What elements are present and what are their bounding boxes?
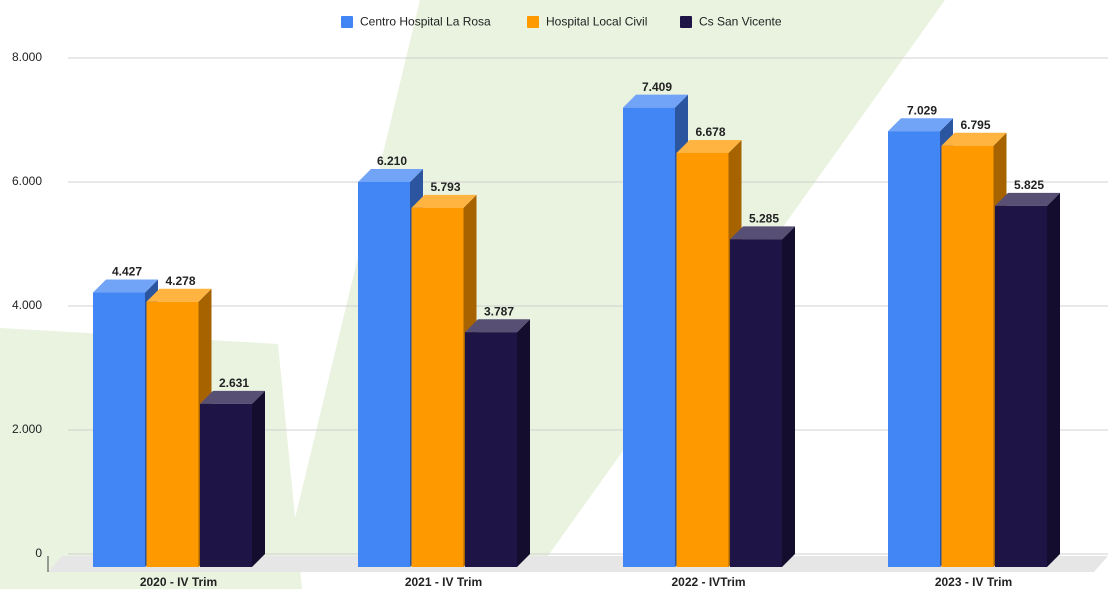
bar-top [465,319,530,333]
y-tick-label: 8.000 [12,50,42,64]
bar-top [888,118,953,132]
y-tick-label: 0 [35,546,42,560]
bar [676,152,729,568]
value-label: 5.285 [749,212,779,226]
bar-side [782,226,795,567]
x-tick-label: 2023 - IV Trim [935,575,1012,589]
legend-label: Hospital Local Civil [546,15,647,29]
x-tick-label: 2020 - IV Trim [140,575,217,589]
bar [411,207,464,568]
bar [623,107,675,567]
bar [93,292,145,567]
bar-top [995,192,1060,206]
y-tick-label: 4.000 [12,298,42,312]
floor [48,556,1108,572]
bar-top [146,288,212,302]
bar-top [941,132,1007,146]
value-label: 6.678 [695,125,725,139]
bar [358,181,410,568]
bar [888,131,940,567]
value-label: 6.210 [377,154,407,168]
y-tick-label: 6.000 [12,174,42,188]
value-label: 2.631 [219,376,249,390]
value-label: 5.793 [430,180,460,194]
legend-swatch [527,16,539,28]
bar-top [730,226,795,240]
value-label: 3.787 [484,304,514,318]
bar-top [411,194,477,208]
bar-top [358,168,423,182]
bar-side [517,319,530,567]
bar [730,239,782,567]
bar-top [676,139,742,153]
x-tick-label: 2021 - IV Trim [405,575,482,589]
legend-label: Centro Hospital La Rosa [360,15,491,29]
bar [995,205,1047,567]
bar-side [252,390,265,567]
bar-top [623,94,688,108]
bar [465,332,517,567]
y-tick-label: 2.000 [12,422,42,436]
bar [146,301,199,567]
legend-swatch [680,16,692,28]
value-label: 6.795 [960,118,990,132]
bar-side [1047,192,1060,567]
bar-top [200,390,265,404]
bar-top [93,279,158,293]
value-label: 4.278 [165,274,195,288]
value-label: 4.427 [112,265,142,279]
legend-label: Cs San Vicente [699,15,782,29]
legend-swatch [341,16,353,28]
bar [941,145,994,567]
value-label: 5.825 [1014,178,1044,192]
value-label: 7.029 [907,103,937,117]
bar [200,403,252,567]
legend: Centro Hospital La Rosa Hospital Local Ci… [341,15,782,29]
x-tick-label: 2022 - IVTrim [671,575,745,589]
value-label: 7.409 [642,80,672,94]
